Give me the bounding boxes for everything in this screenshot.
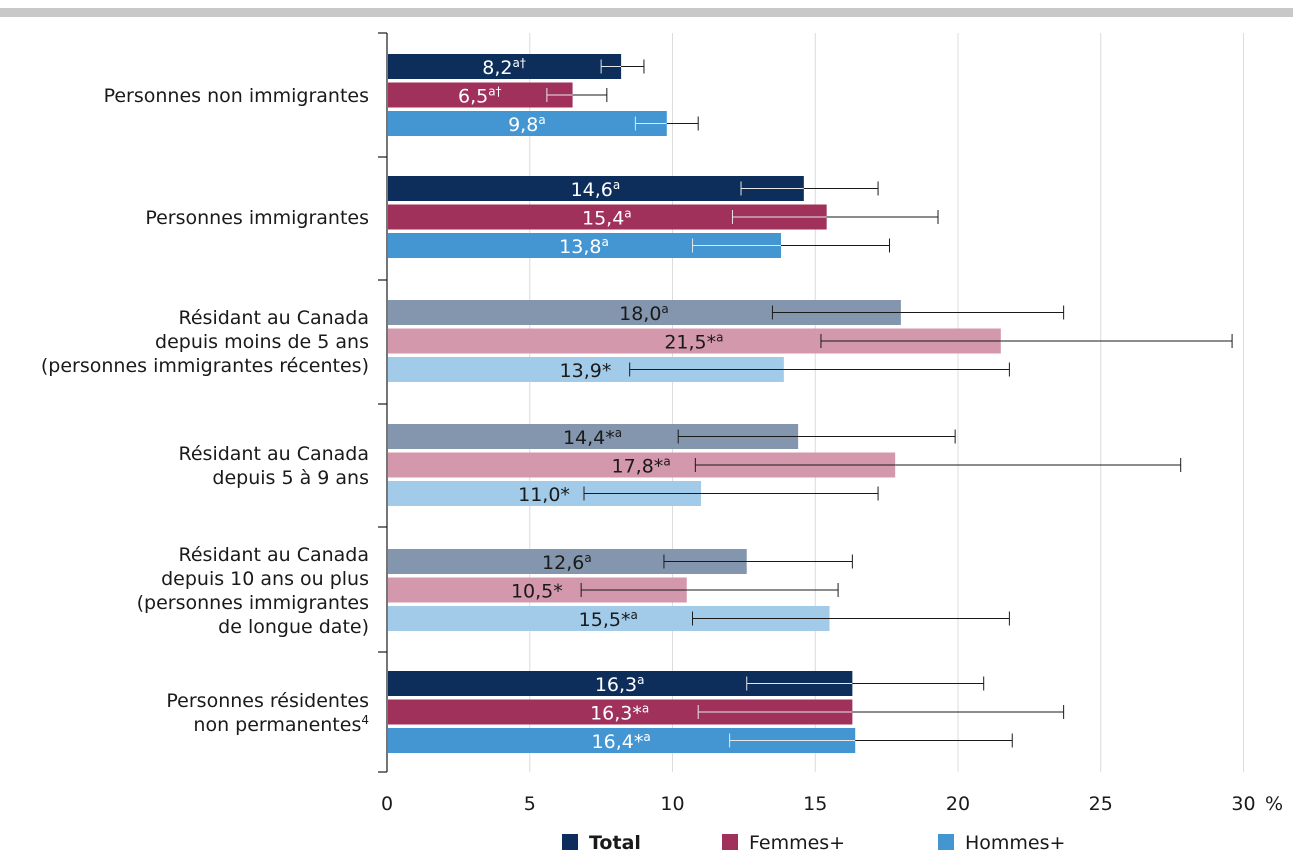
bar-value-label: 15,5*a [579, 608, 638, 631]
bar [388, 176, 804, 201]
category-label: Personnes immigrantes [145, 207, 369, 229]
grid-layer [529, 33, 1244, 772]
legend-swatch [562, 834, 578, 850]
category-label: (personnes immigrantes [137, 592, 369, 614]
bar [388, 111, 667, 136]
bar-value-label: 11,0* [518, 484, 570, 506]
bar-value-label: 13,9* [560, 360, 612, 382]
legend-label: Total [589, 832, 641, 854]
axis-layer [378, 32, 388, 773]
x-tick-label: 25 [1089, 793, 1113, 815]
legend-label: Femmes+ [749, 832, 845, 854]
top-rule [0, 8, 1293, 17]
bar [388, 54, 622, 79]
x-tick-label: 0 [381, 793, 393, 815]
bar-value-label: 16,4*a [592, 730, 651, 753]
bar-value-label: 12,6a [542, 551, 592, 574]
label-layer: 0 5 10 15 20 25 30 % 8,2a† 6,5a† 9,8a Personnes non… [41, 56, 1283, 815]
x-unit-label: % [1265, 793, 1283, 815]
legend-label: Hommes+ [965, 832, 1065, 854]
category-label: Résidant au Canada [179, 544, 369, 566]
bar-value-label: 16,3a [595, 673, 645, 696]
bar-value-label: 17,8*a [612, 455, 671, 478]
bar-value-label: 16,3*a [590, 702, 649, 725]
bar-value-label: 14,4*a [563, 426, 622, 449]
x-tick-label: 20 [946, 793, 970, 815]
category-label: de longue date) [218, 616, 369, 638]
bar-layer [388, 54, 1233, 753]
legend-swatch [938, 834, 954, 850]
x-tick-label: 5 [524, 793, 536, 815]
category-label: depuis moins de 5 ans [155, 331, 369, 353]
bar-value-label: 15,4a [582, 207, 632, 230]
bar-value-label: 14,6a [571, 178, 621, 201]
category-label: depuis 10 ans ou plus [161, 568, 369, 590]
bar-value-label: 18,0a [619, 302, 669, 325]
category-label: Résidant au Canada [179, 307, 369, 329]
x-tick-label: 10 [660, 793, 684, 815]
category-label: Personnes résidentes [166, 690, 369, 712]
bar-value-label: 13,8a [559, 235, 609, 258]
category-label: Personnes non immigrantes [104, 85, 369, 107]
legend-layer: Total Femmes+ Hommes+ [562, 832, 1065, 854]
bar-value-label: 9,8a [508, 113, 546, 136]
bar-value-label: 10,5* [511, 581, 563, 603]
x-tick-label: 30 [1231, 793, 1255, 815]
bar-value-label: 6,5a† [458, 85, 502, 108]
category-label: Résidant au Canada [179, 443, 369, 465]
category-label: (personnes immigrantes récentes) [41, 355, 369, 377]
x-tick-label: 15 [803, 793, 827, 815]
legend-swatch [722, 834, 738, 850]
bar-value-label: 8,2a† [482, 56, 526, 79]
bar [388, 82, 573, 108]
category-label: non permanentes4 [193, 713, 369, 736]
bar-value-label: 21,5*a [664, 331, 723, 354]
category-label: depuis 5 à 9 ans [212, 467, 369, 489]
